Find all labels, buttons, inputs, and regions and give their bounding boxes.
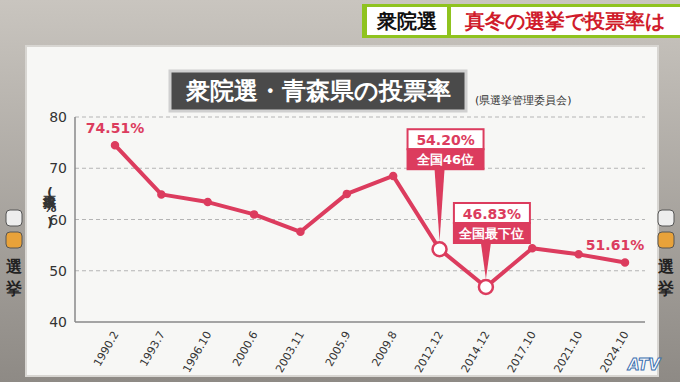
callout-top <box>408 129 484 149</box>
x-tick-label: 1996.10 <box>180 329 214 375</box>
callout-pointer <box>481 243 491 279</box>
title-box <box>170 71 466 111</box>
point <box>112 142 118 148</box>
data-label: 51.61% <box>586 237 644 253</box>
callout-bottom <box>454 223 530 243</box>
subtitle: (県選挙管理委員会) <box>475 94 572 107</box>
point <box>433 242 447 256</box>
side-label: 挙 <box>657 279 674 298</box>
y-tick-label: 70 <box>49 160 67 176</box>
y-axis <box>74 117 76 322</box>
x-tick-label: 2021.10 <box>551 329 585 375</box>
x-tick-label: 2017.10 <box>505 329 539 375</box>
grid-line <box>75 219 645 220</box>
title: 衆院選・青森県の投票率 <box>185 77 451 105</box>
data-label: 46.83% <box>463 206 521 222</box>
point <box>576 251 582 257</box>
grid-line <box>75 321 645 323</box>
point <box>529 245 535 251</box>
point <box>390 173 396 179</box>
line <box>115 145 625 287</box>
y-tick-label: 80 <box>49 109 67 125</box>
side-icon <box>658 210 674 226</box>
point <box>158 191 164 197</box>
plot-area <box>112 142 628 294</box>
data-label: 54.20% <box>416 132 474 148</box>
side-icon <box>6 210 22 226</box>
header-headline: 真冬の選挙で投票率は <box>464 9 665 33</box>
header-strip <box>362 4 680 38</box>
point <box>297 229 303 235</box>
annotation: 全国最下位 <box>458 226 524 241</box>
callout-top <box>454 203 530 223</box>
side-label: 選 <box>658 257 674 276</box>
x-tick-label: 2003.11 <box>273 329 307 375</box>
y-tick-label: 40 <box>49 314 67 330</box>
scene: 衆院選真冬の選挙で投票率は選挙選挙衆院選・青森県の投票率(県選挙管理委員会)40… <box>0 0 680 382</box>
header-tag: 衆院選 <box>376 9 437 33</box>
y-tick-label: 50 <box>49 263 67 279</box>
point <box>205 199 211 205</box>
grid-line <box>75 117 645 118</box>
background <box>0 0 680 382</box>
x-tick-label: 1990.2 <box>91 329 122 369</box>
point <box>344 191 350 197</box>
side-icon <box>6 232 22 248</box>
data-label: 74.51% <box>86 120 144 136</box>
side-icon <box>658 232 674 248</box>
header-headline-box <box>451 7 680 35</box>
y-axis-label: 投票率(%) <box>43 185 58 230</box>
grid-line <box>75 270 645 271</box>
point <box>479 280 493 294</box>
header-tag-box <box>367 7 447 35</box>
x-tick-label: 2014.12 <box>458 329 492 375</box>
side-label: 挙 <box>5 279 22 298</box>
grid-line <box>75 168 645 169</box>
callout-pointer <box>435 169 445 241</box>
x-tick-label: 2000.6 <box>230 329 261 369</box>
x-tick-label: 1993.7 <box>137 329 168 369</box>
x-tick-label: 2024.10 <box>598 329 632 375</box>
x-tick-label: 2012.12 <box>412 329 446 375</box>
side-label: 選 <box>6 257 22 276</box>
callout-bottom <box>408 149 484 169</box>
x-tick-label: 2005.9 <box>323 329 354 369</box>
point <box>251 211 257 217</box>
x-tick-label: 2009.8 <box>369 329 400 369</box>
annotation: 全国46位 <box>416 152 474 167</box>
logo: ATV <box>627 356 661 374</box>
chart-panel <box>26 46 658 376</box>
point <box>622 259 628 265</box>
